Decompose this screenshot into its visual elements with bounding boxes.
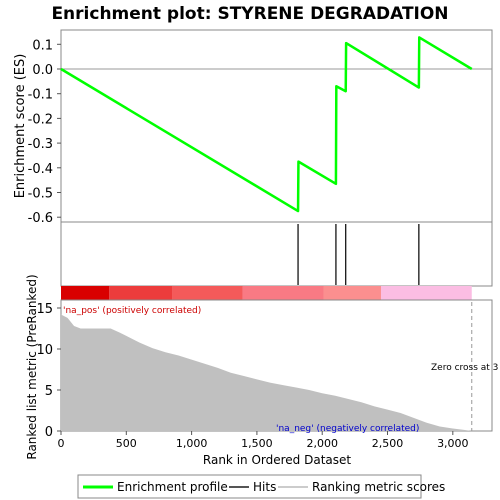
ranked-tick-label: 0 bbox=[45, 425, 53, 440]
legend-label-ranking: Ranking metric scores bbox=[312, 480, 445, 494]
x-tick-label: 500 bbox=[116, 437, 137, 450]
es-panel-frame bbox=[60, 29, 493, 223]
x-tick-label: 1,500 bbox=[241, 437, 273, 450]
color-bar-group bbox=[61, 286, 472, 300]
x-tick-label: 2,000 bbox=[306, 437, 338, 450]
x-tick-label: 0 bbox=[58, 437, 65, 450]
es-curve-group bbox=[60, 36, 473, 213]
es-tick-label: -0.4 bbox=[28, 162, 53, 177]
label-negative: 'na_neg' (negatively correlated) bbox=[276, 424, 419, 434]
es-tick-label: -0.6 bbox=[28, 211, 53, 226]
label-positive: 'na_pos' (positively correlated) bbox=[63, 306, 201, 316]
x-tick-label: 1,000 bbox=[176, 437, 208, 450]
color-bar-segment bbox=[172, 286, 243, 300]
enrichment-profile-line bbox=[60, 36, 473, 213]
x-tick-label: 2,500 bbox=[372, 437, 404, 450]
es-tick-label: 0.1 bbox=[32, 38, 53, 53]
ranking-metric-area bbox=[61, 314, 472, 431]
color-bar-segment bbox=[380, 286, 472, 300]
x-axis-label: Rank in Ordered Dataset bbox=[203, 453, 351, 467]
ranked-tick-label: 10 bbox=[36, 343, 53, 358]
color-bar-segment bbox=[109, 286, 173, 300]
legend-box bbox=[77, 474, 422, 499]
es-y-ticks: 0.1 0.0 -0.1 -0.2 -0.3 -0.4 -0.5 -0.6 bbox=[28, 38, 61, 226]
es-tick-label: -0.3 bbox=[28, 137, 53, 152]
legend-label-hits: Hits bbox=[253, 480, 276, 494]
ranked-tick-label: 15 bbox=[36, 302, 53, 317]
es-tick-label: 0.0 bbox=[32, 63, 53, 78]
x-tick-label: 3,000 bbox=[437, 437, 469, 450]
ranked-area-group bbox=[61, 314, 472, 431]
es-tick-label: -0.1 bbox=[28, 88, 53, 103]
ranked-y-ticks: 0 5 10 15 bbox=[36, 302, 61, 440]
legend-label-enrichment: Enrichment profile bbox=[117, 480, 228, 494]
x-axis-ticks: 0 500 1,000 1,500 2,000 2,500 3,000 bbox=[58, 431, 469, 450]
zero-cross-label: Zero cross at 3 bbox=[431, 363, 498, 373]
color-bar-segment bbox=[242, 286, 324, 300]
color-bar-segment bbox=[61, 286, 110, 300]
color-bar-segment bbox=[323, 286, 381, 300]
ranked-tick-label: 5 bbox=[45, 384, 53, 399]
es-tick-label: -0.2 bbox=[28, 112, 53, 127]
chart-title: Enrichment plot: STYRENE DEGRADATION bbox=[51, 4, 448, 24]
es-tick-label: -0.5 bbox=[28, 187, 53, 202]
ranked-y-axis-label: Ranked list metric (PreRanked) bbox=[25, 274, 39, 459]
es-y-axis-label: Enrichment score (ES) bbox=[13, 54, 28, 199]
hits-panel-frame bbox=[60, 221, 493, 287]
